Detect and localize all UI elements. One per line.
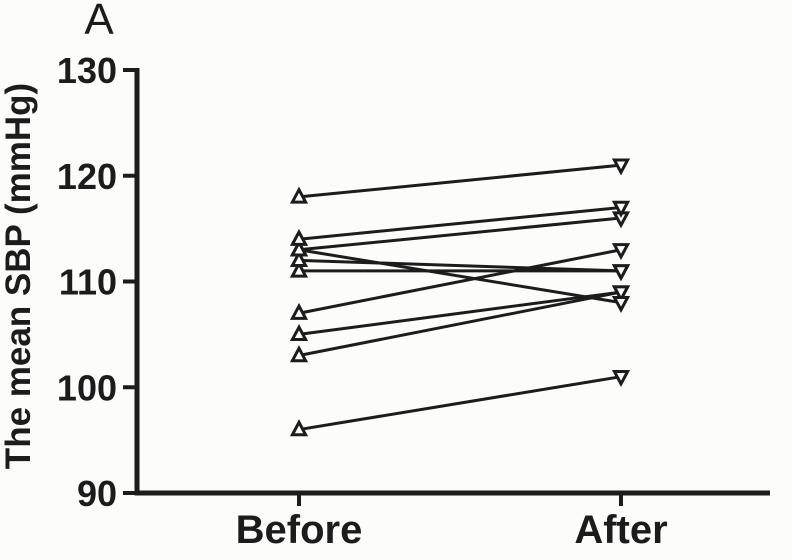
after-marker	[611, 200, 631, 218]
before-marker	[289, 249, 309, 268]
series-line	[298, 205, 622, 241]
y-tick-label: 110	[59, 262, 117, 303]
x-category-label: Before	[236, 508, 363, 552]
series-line	[298, 258, 622, 273]
y-tick-label: 120	[57, 156, 117, 197]
before-marker	[289, 323, 309, 342]
series-line	[298, 248, 622, 305]
series-line	[298, 375, 622, 432]
axes	[123, 68, 770, 506]
series-line	[298, 248, 622, 315]
series-line	[298, 216, 622, 252]
axis-tick-labels: 90 100 110 120 130 Before After	[57, 50, 668, 552]
before-marker	[289, 260, 309, 278]
panel-label: A	[84, 0, 114, 44]
before-marker	[289, 302, 309, 320]
series-line	[298, 163, 622, 199]
series-line	[298, 290, 622, 357]
y-axis-title: The mean SBP (mmHg)	[0, 83, 38, 469]
before-marker	[289, 186, 309, 204]
after-marker	[611, 158, 631, 176]
y-tick-label: 130	[57, 50, 117, 91]
y-tick-label: 100	[57, 367, 117, 408]
before-marker	[289, 419, 309, 437]
after-marker	[611, 369, 631, 388]
after-marker	[611, 285, 631, 303]
before-marker	[289, 239, 309, 257]
before-marker	[289, 345, 309, 363]
y-tick-label: 90	[77, 473, 117, 514]
before-marker	[289, 228, 309, 246]
after-marker	[611, 243, 631, 261]
x-category-label: After	[574, 508, 667, 552]
after-marker	[611, 295, 631, 314]
series-lines	[298, 163, 622, 432]
series-line	[298, 290, 622, 336]
after-marker	[611, 264, 631, 282]
series-markers	[289, 158, 631, 437]
